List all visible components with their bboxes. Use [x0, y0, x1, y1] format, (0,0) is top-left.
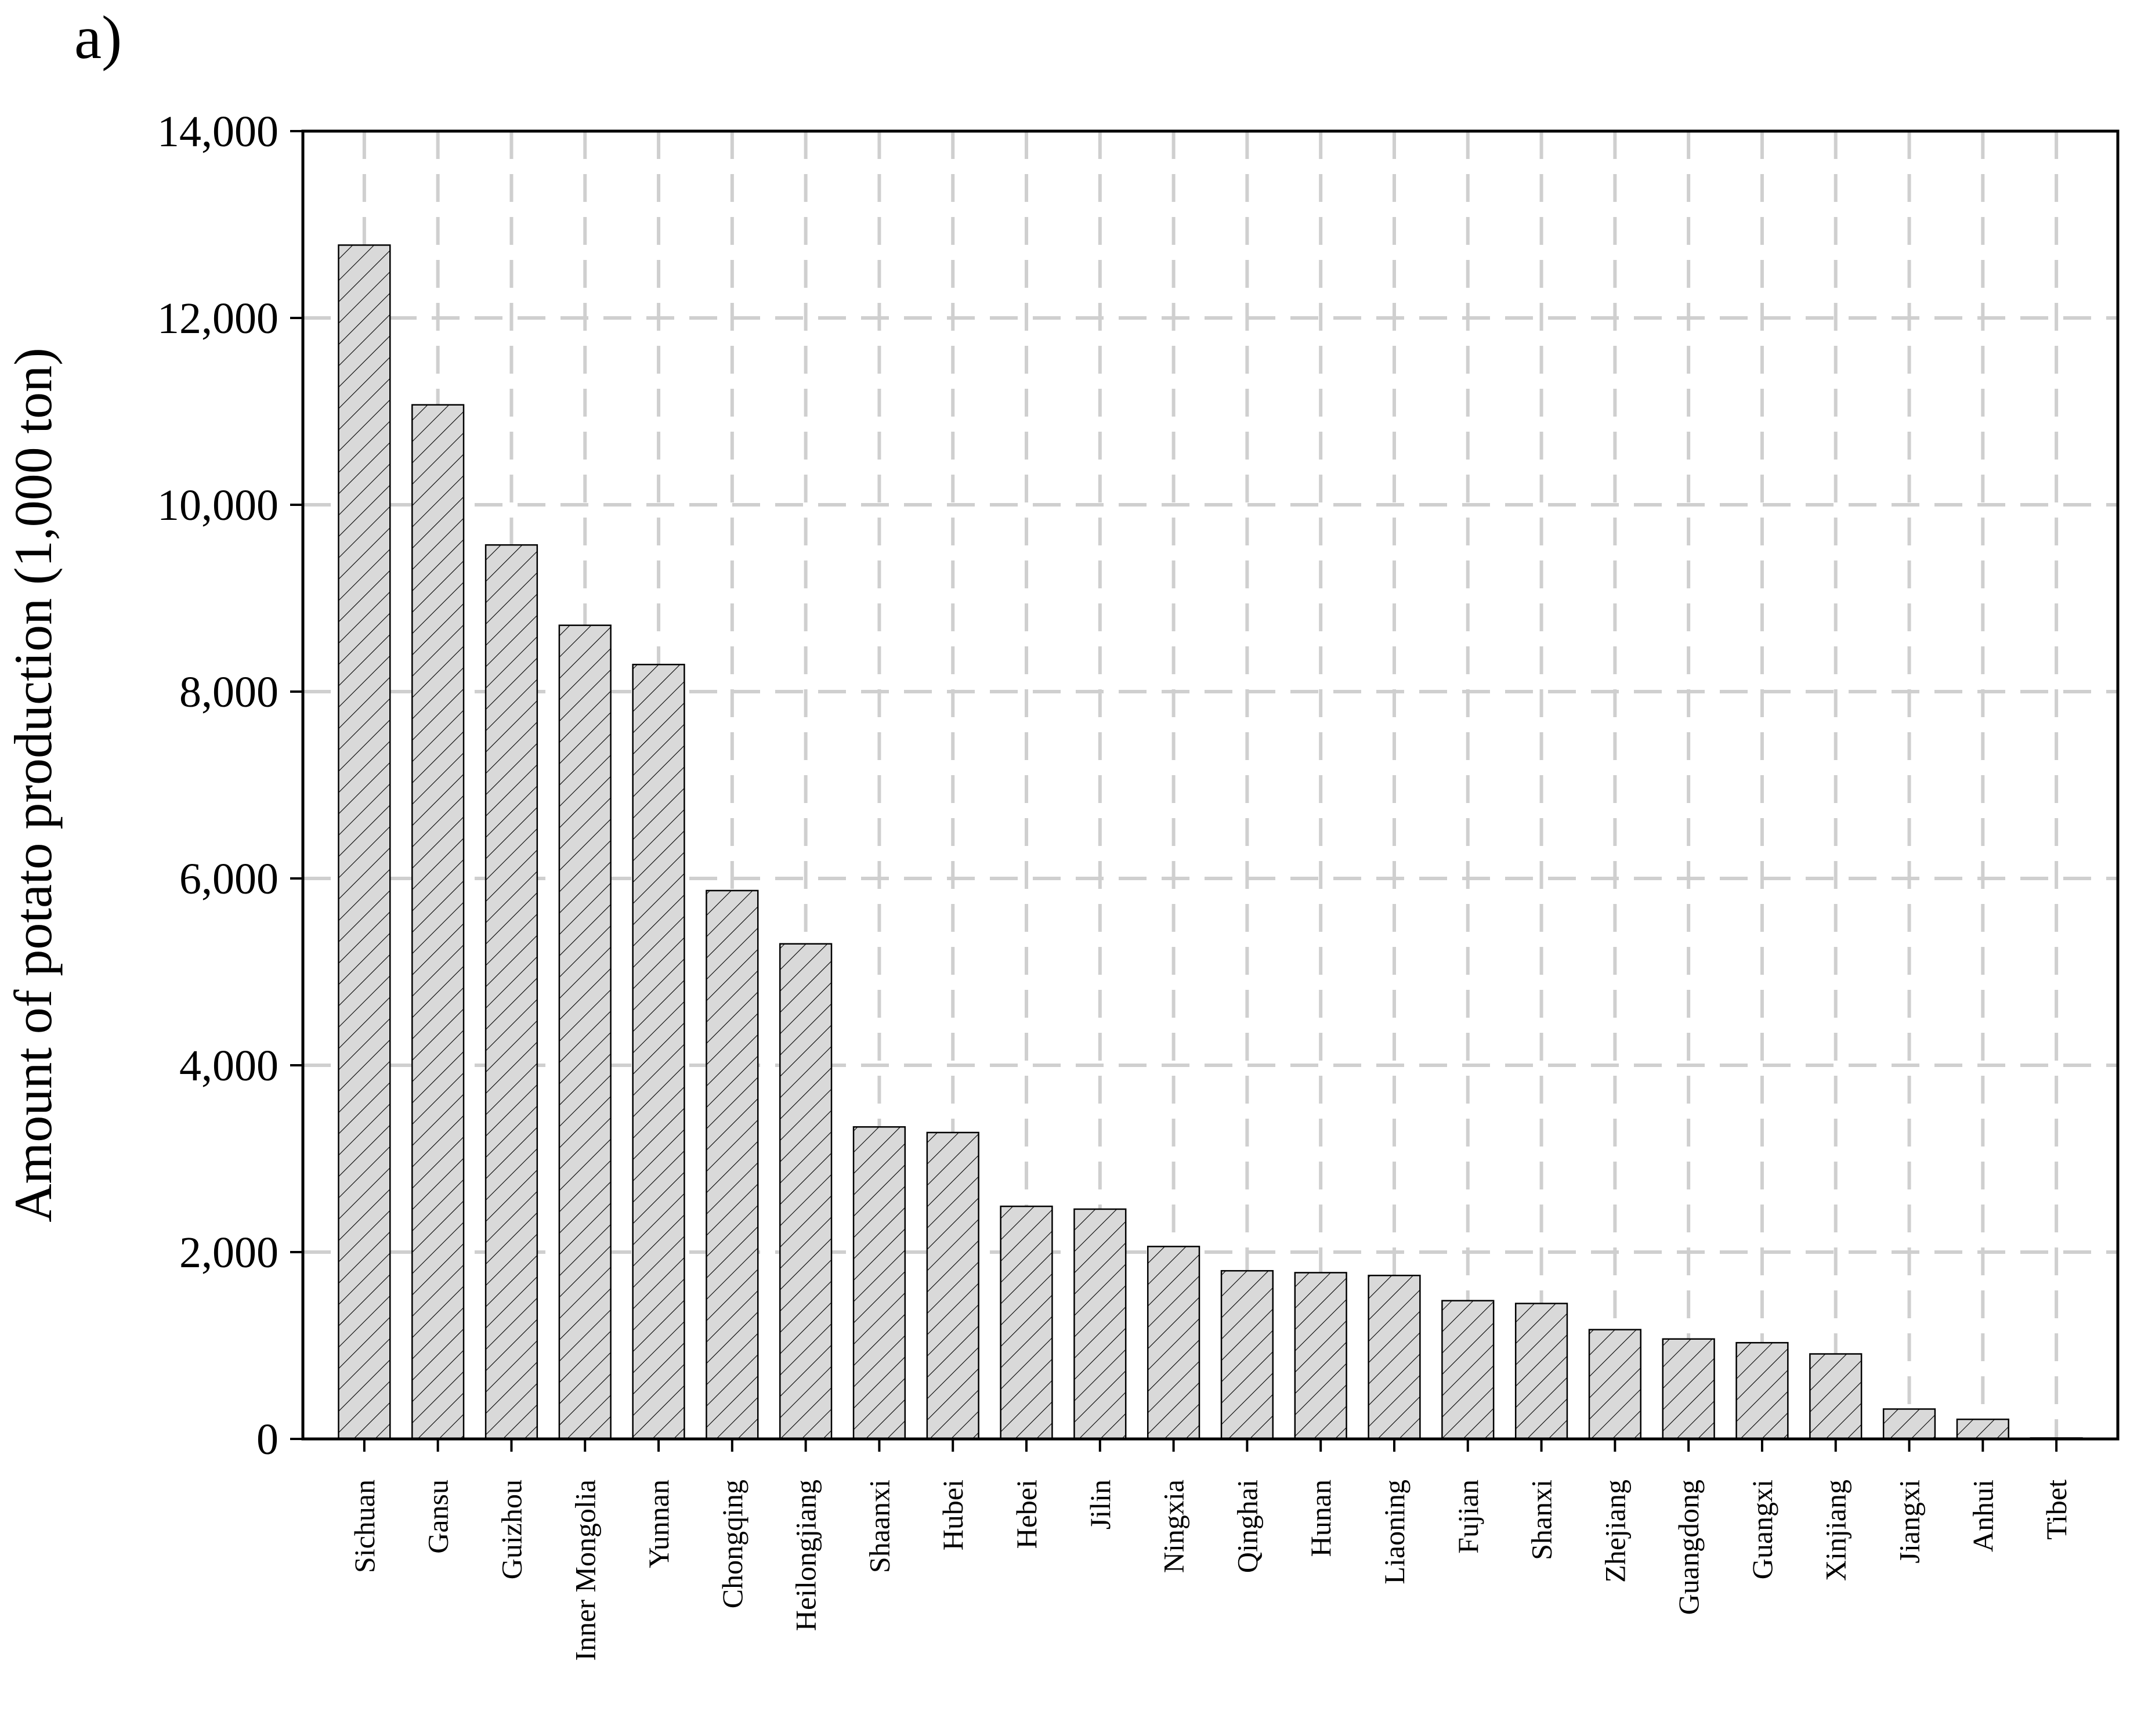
y-tick-label: 0: [256, 1415, 279, 1464]
bar-zhejiang: [1588, 1329, 1641, 1440]
bar-jilin: [1073, 1208, 1127, 1440]
bar-fujian: [1441, 1300, 1495, 1440]
y-tick-label: 10,000: [157, 481, 279, 530]
x-tick-label: Qinghai: [1231, 1480, 1263, 1573]
y-tick-label: 12,000: [157, 294, 279, 343]
bar-shanxi: [1514, 1303, 1568, 1440]
bar-ningxia: [1147, 1246, 1200, 1440]
bar-hubei: [926, 1131, 979, 1440]
plot-frame: [301, 129, 2120, 1441]
bar-jiangxi: [1882, 1408, 1936, 1440]
bar-chongqing: [706, 889, 759, 1440]
panel-label: a): [74, 3, 122, 71]
bar-guangxi: [1735, 1341, 1789, 1440]
bar-sichuan: [338, 244, 391, 1440]
x-axis-ticks: Sichuan Gansu Guizhou Inner Mongolia Yunnan C…: [348, 1439, 2073, 1661]
x-tick-label: Anhui: [1966, 1480, 1999, 1552]
bar-qinghai: [1220, 1270, 1274, 1440]
bar-gansu: [411, 404, 465, 1440]
x-tick-label: Xinjiang: [1820, 1480, 1852, 1581]
y-tick-label: 14,000: [157, 107, 279, 156]
bar-inner-mongolia: [558, 624, 612, 1440]
bar-heilongjiang: [779, 943, 833, 1440]
bar-hebei: [1000, 1205, 1053, 1440]
bar-hunan: [1294, 1272, 1347, 1440]
x-tick-label: Tibet: [2040, 1480, 2073, 1540]
x-tick-label: Hunan: [1304, 1480, 1337, 1557]
bar-liaoning: [1368, 1275, 1421, 1440]
y-tick-label: 8,000: [179, 668, 279, 717]
bar-anhui: [1956, 1418, 2009, 1440]
x-tick-label: Hubei: [936, 1480, 969, 1550]
x-tick-label: Heilongjiang: [790, 1480, 822, 1631]
x-tick-label: Chongqing: [716, 1480, 748, 1608]
x-tick-label: Gansu: [422, 1480, 454, 1554]
x-tick-label: Jilin: [1084, 1480, 1116, 1529]
x-tick-label: Ningxia: [1158, 1480, 1190, 1573]
x-tick-label: Inner Mongolia: [569, 1480, 601, 1661]
y-tick-label: 6,000: [179, 855, 279, 903]
bars: [338, 244, 2083, 1440]
y-axis-label: Amount of potato production (1,000 ton): [3, 348, 63, 1223]
x-tick-label: Shanxi: [1525, 1480, 1558, 1560]
x-tick-label: Zhejiang: [1599, 1480, 1631, 1583]
bar-guangdong: [1662, 1338, 1715, 1440]
x-tick-label: Guangdong: [1672, 1480, 1705, 1615]
x-tick-label: Yunnan: [642, 1480, 675, 1568]
bar-shaanxi: [852, 1126, 906, 1440]
x-tick-label: Shaanxi: [863, 1480, 895, 1573]
x-tick-label: Fujian: [1452, 1480, 1484, 1554]
y-tick-label: 2,000: [179, 1228, 279, 1277]
y-axis-ticks: 0 2,000 4,000 6,000 8,000 10,000 12,000 14,000: [157, 107, 303, 1464]
x-tick-label: Jiangxi: [1893, 1480, 1926, 1563]
bar-yunnan: [632, 664, 685, 1440]
x-tick-label: Liaoning: [1378, 1480, 1411, 1585]
x-tick-label: Guangxi: [1746, 1480, 1778, 1579]
bar-guizhou: [484, 544, 538, 1440]
x-tick-label: Sichuan: [348, 1480, 381, 1573]
y-tick-label: 4,000: [179, 1041, 279, 1090]
x-tick-label: Guizhou: [495, 1480, 527, 1579]
x-tick-label: Hebei: [1010, 1480, 1043, 1549]
bar-xinjiang: [1809, 1353, 1863, 1440]
